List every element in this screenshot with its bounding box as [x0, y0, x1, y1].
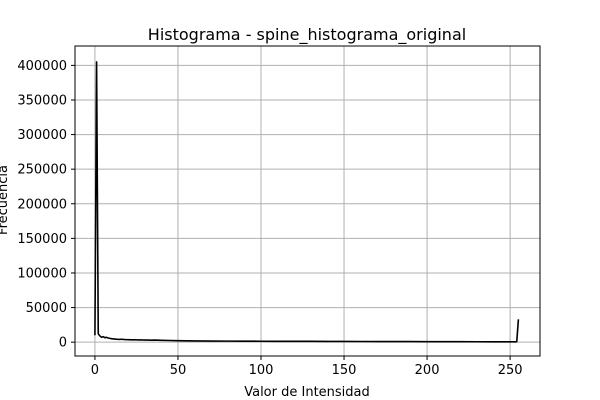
ticks: 0 50 100 150 200 250 0 50000 100000 150000 200000 2…: [17, 59, 522, 378]
y-tick-label: 100000: [17, 266, 67, 281]
x-tick-label: 50: [170, 363, 187, 378]
x-tick-label: 200: [415, 363, 440, 378]
y-tick-label: 200000: [17, 197, 67, 212]
grid: [75, 46, 540, 356]
y-tick-label: 250000: [17, 163, 67, 178]
y-tick-label: 400000: [17, 59, 67, 74]
chart-title: Histograma - spine_histograma_original: [148, 25, 466, 45]
x-tick-label: 100: [249, 363, 274, 378]
x-tick-label: 150: [332, 363, 357, 378]
plot-frame: [74, 45, 541, 357]
x-tick-label: 250: [498, 363, 523, 378]
x-tick-label: 0: [91, 363, 99, 378]
x-axis-label: Valor de Intensidad: [244, 385, 370, 400]
y-tick-label: 0: [59, 336, 67, 351]
y-axis-label: Frecuencia: [0, 165, 11, 235]
plot-area: [94, 61, 520, 343]
y-tick-label: 300000: [17, 128, 67, 143]
y-tick-label: 150000: [17, 232, 67, 247]
histogram-line: [94, 61, 520, 343]
y-tick-label: 50000: [26, 301, 67, 316]
y-tick-label: 350000: [17, 93, 67, 108]
